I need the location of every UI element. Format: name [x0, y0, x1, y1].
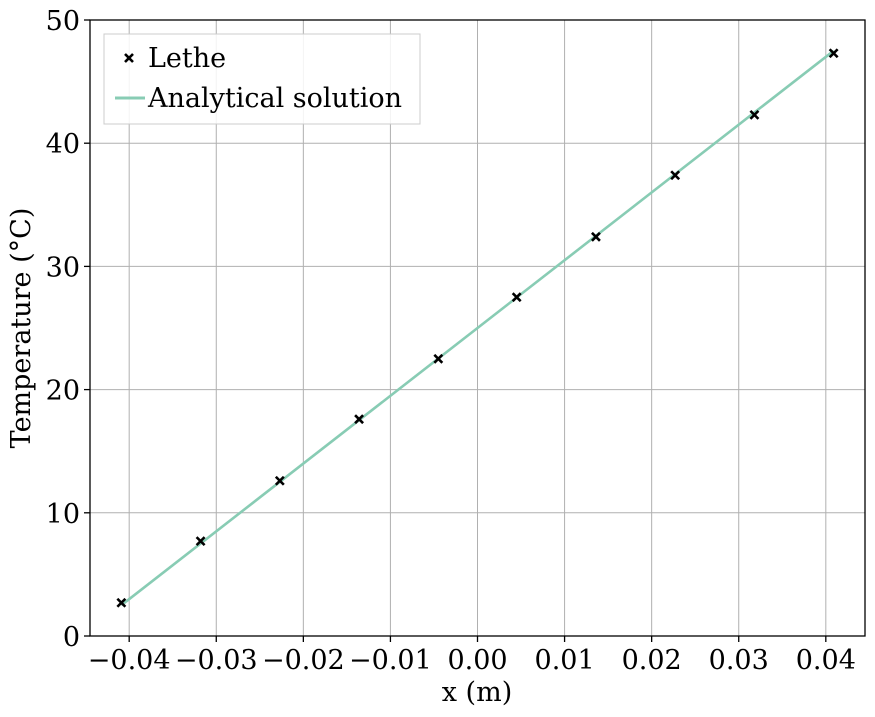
y-tick-label: 50	[46, 6, 80, 37]
marker-stroke	[195, 536, 206, 547]
lethe-data-point	[670, 170, 681, 181]
y-tick-label: 10	[46, 499, 80, 530]
marker-stroke	[591, 231, 601, 242]
marker-stroke	[670, 170, 681, 181]
x-tick-label: 0.01	[535, 645, 595, 676]
y-axis-title: Temperature (°C)	[6, 208, 37, 449]
lethe-data-point	[195, 536, 206, 547]
analytical-solution-line	[120, 49, 835, 607]
lethe-data-point	[511, 292, 522, 303]
marker-stroke	[274, 475, 285, 486]
lethe-marker-layer	[116, 48, 839, 608]
lethe-data-point	[354, 414, 364, 425]
y-tick-label: 0	[63, 622, 80, 653]
analytical-solution-layer	[120, 49, 835, 607]
x-tick-label: −0.02	[262, 645, 345, 676]
marker-stroke	[116, 597, 127, 608]
x-tick-label: 0.03	[709, 645, 769, 676]
marker-stroke	[124, 53, 134, 63]
legend-label-lethe: Lethe	[148, 43, 226, 74]
marker-stroke	[354, 414, 364, 425]
lethe-data-point	[116, 597, 127, 608]
x-tick-label: −0.04	[88, 645, 171, 676]
y-tick-label: 30	[46, 252, 80, 283]
lethe-data-point	[433, 353, 444, 364]
y-tick-label: 20	[46, 376, 80, 407]
marker-stroke	[433, 353, 444, 364]
x-tick-label: 0.02	[622, 645, 682, 676]
x-tick-label: 0.00	[447, 645, 507, 676]
legend-label-analytical-solution: Analytical solution	[147, 83, 402, 114]
legend-lethe-marker	[124, 53, 134, 63]
lethe-data-point	[274, 475, 285, 486]
x-tick-label: −0.03	[175, 645, 258, 676]
y-axis-ticks: 0 10 20 30 40 50	[46, 6, 90, 653]
marker-stroke	[749, 109, 760, 120]
x-axis-title: x (m)	[442, 677, 512, 708]
lethe-data-point	[749, 109, 760, 120]
legend: Lethe Analytical solution	[103, 33, 421, 125]
x-tick-label: −0.01	[349, 645, 432, 676]
legend-box	[103, 33, 421, 125]
lethe-data-point	[828, 48, 839, 59]
lethe-data-point	[591, 231, 601, 242]
x-tick-label: 0.04	[796, 645, 856, 676]
y-tick-label: 40	[46, 129, 80, 160]
marker-stroke	[511, 292, 522, 303]
x-axis-ticks: −0.04 −0.03 −0.02 −0.01 0.00 0.01 0.02 0.03 0.04	[88, 636, 856, 676]
marker-stroke	[828, 48, 839, 59]
